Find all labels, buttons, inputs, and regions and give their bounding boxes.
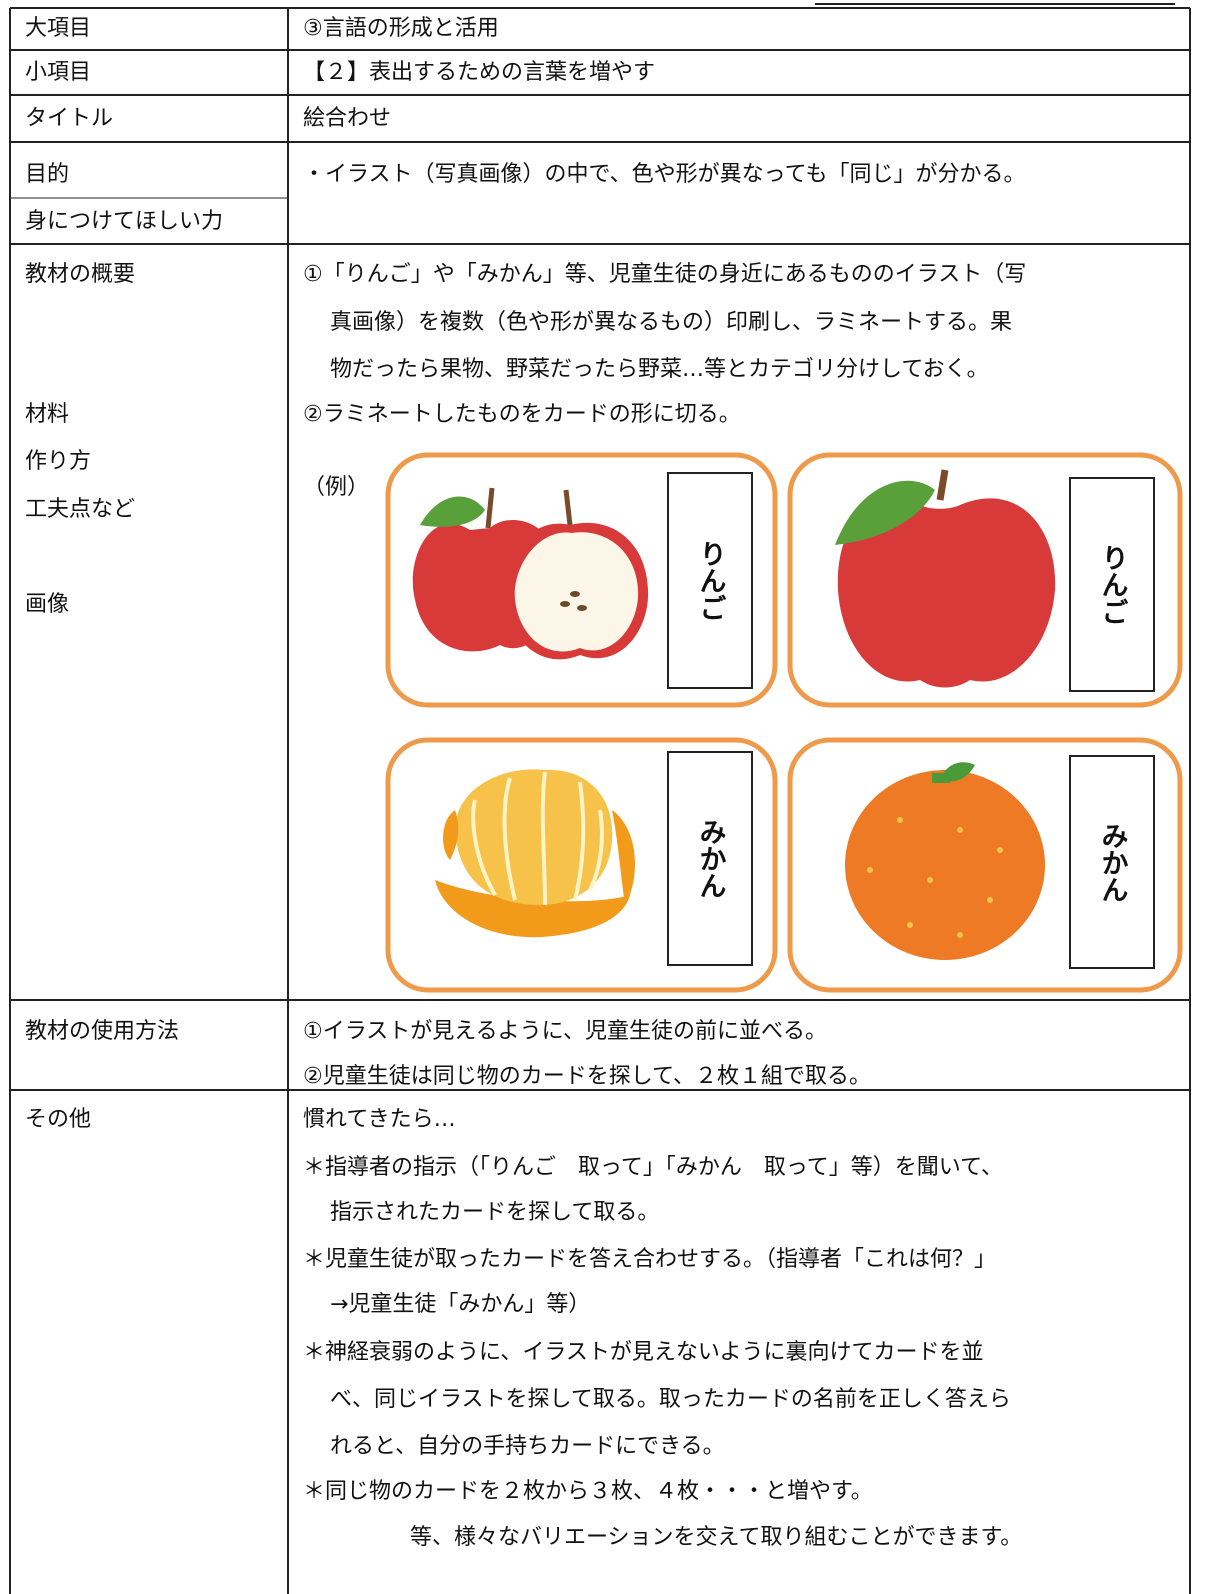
row-content: 真画像）を複数（色や形が異なるもの）印刷し、ラミネートする。果 (330, 310, 1013, 335)
card-label: りんご (694, 540, 726, 621)
row-label: 教材の使用方法 (25, 1019, 180, 1044)
orange-illustration (845, 762, 1045, 960)
label-box (1069, 477, 1155, 692)
card-border (787, 452, 1183, 708)
row-content: れると、自分の手持ちカードにできる。 (330, 1434, 725, 1459)
row-content: ＊神経衰弱のように、イラストが見えないように裏向けてカードを並 (303, 1340, 984, 1365)
card-border (385, 737, 778, 993)
row-content: 指示されたカードを探して取る。 (330, 1200, 660, 1225)
row-label: タイトル (25, 106, 114, 131)
row-content: ＊児童生徒が取ったカードを答え合わせする。（指導者「これは何？」 (303, 1247, 997, 1272)
row-label: 身につけてほしい力 (25, 209, 224, 234)
row-label: 工夫点など (25, 497, 136, 522)
row-content: ＊指導者の指示（「りんご 取って」「みかん 取って」等）を聞いて、 (303, 1155, 1004, 1180)
row-content: ②児童生徒は同じ物のカードを探して、２枚１組で取る。 (303, 1064, 871, 1089)
row-content: ③言語の形成と活用 (303, 16, 499, 41)
peeled-mandarin-illustration (435, 769, 635, 938)
row-content: べ、同じイラストを探して取る。取ったカードの名前を正しく答えら (330, 1387, 1011, 1412)
row-content: ①「りんご」や「みかん」等、児童生徒の身近にあるもののイラスト（写 (303, 262, 1027, 287)
row-content: 慣れてきたら… (303, 1107, 456, 1132)
label-box (667, 751, 753, 966)
row-label: 目的 (25, 162, 70, 187)
card-label: りんご (1096, 544, 1128, 625)
card-border (787, 737, 1183, 993)
row-content: ・イラスト（写真画像）の中で、色や形が異なっても「同じ」が分かる。 (303, 162, 1026, 187)
card-border (385, 452, 778, 708)
row-label: 画像 (25, 592, 70, 617)
row-label: その他 (25, 1107, 92, 1132)
row-content: →児童生徒「みかん」等） (330, 1292, 591, 1317)
row-label: 作り方 (25, 449, 92, 474)
row-content: 絵合わせ (303, 106, 392, 131)
card-borders (385, 452, 1183, 993)
row-content: ②ラミネートしたものをカードの形に切る。 (303, 402, 741, 427)
row-content: 物だったら果物、野菜だったら野菜…等とカテゴリ分けしておく。 (330, 357, 989, 382)
row-label: 大項目 (25, 16, 92, 41)
example-label: （例） (303, 475, 370, 500)
card-label: みかん (694, 818, 726, 899)
row-content: 【２】表出するための言葉を増やす (303, 60, 656, 85)
row-label: 材料 (25, 402, 70, 427)
card-label: みかん (1096, 821, 1128, 903)
row-label: 教材の概要 (25, 262, 136, 287)
label-box (667, 472, 753, 689)
table-grid (9, 3, 1191, 1594)
row-label: 小項目 (25, 60, 92, 85)
row-content: ①イラストが見えるように、児童生徒の前に並べる。 (303, 1019, 827, 1044)
row-content: 等、様々なバリエーションを交えて取り組むことができます。 (410, 1525, 1023, 1550)
label-boxes (667, 472, 1155, 969)
apple-illustration (835, 469, 1056, 688)
apple-halves-illustration (412, 487, 649, 660)
label-box (1069, 755, 1155, 969)
row-content: ＊同じ物のカードを２枚から３枚、４枚・・・と増やす。 (303, 1479, 873, 1504)
